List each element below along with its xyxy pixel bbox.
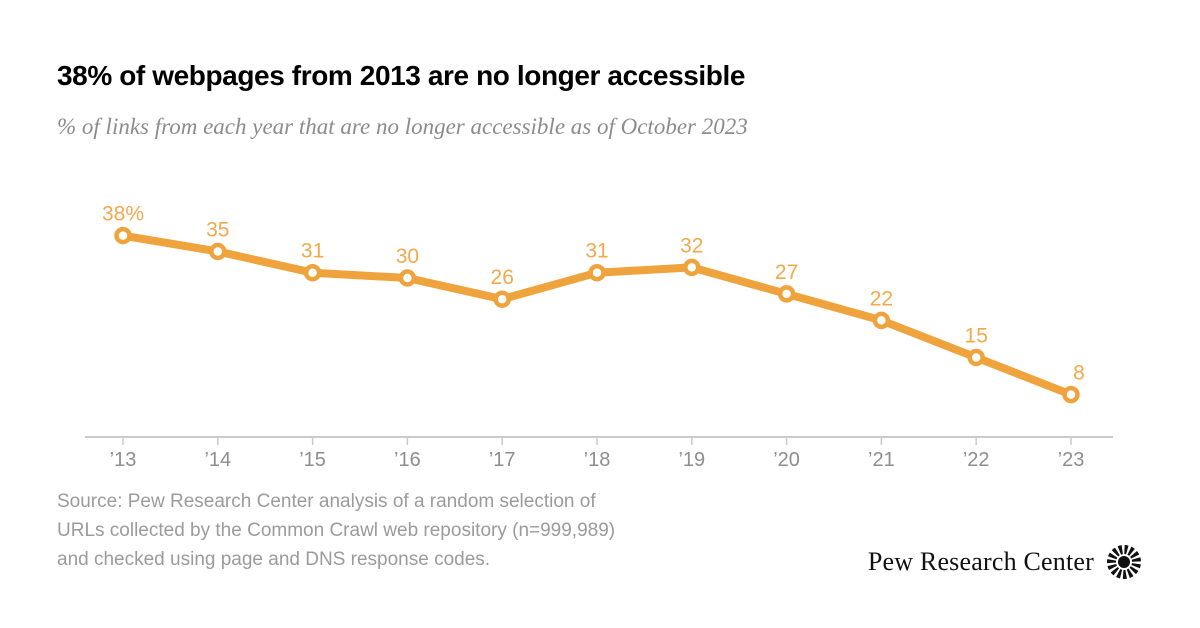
data-point-label: 26 — [491, 266, 514, 289]
data-point-label: 38% — [102, 203, 144, 226]
x-tick-label: ’18 — [584, 449, 611, 471]
x-tick-label: ’21 — [868, 449, 895, 471]
pew-logo-text: Pew Research Center — [867, 547, 1094, 576]
data-point — [114, 226, 132, 245]
data-point — [493, 290, 511, 308]
data-point-label: 30 — [396, 245, 419, 268]
x-tick-label: ’15 — [299, 449, 326, 471]
data-point-label: 15 — [965, 325, 988, 348]
chart-subtitle: % of links from each year that are no lo… — [57, 114, 748, 139]
data-point-label: 31 — [585, 240, 608, 263]
data-point — [303, 263, 322, 282]
data-point — [588, 263, 606, 282]
data-point — [209, 242, 227, 261]
data-point-label: 31 — [301, 240, 324, 263]
data-point-label: 22 — [870, 287, 893, 310]
line-chart: ’13 ’14 ’15 ’16 ’17 ’18 ’19 ’20 ’21 ’22 ’23 38% 35 31… — [85, 203, 1113, 471]
source-line: and checked using page and DNS response … — [57, 549, 491, 570]
data-point-label: 27 — [775, 261, 798, 284]
x-tick-label: ’17 — [489, 449, 516, 471]
data-point-label: 32 — [680, 234, 703, 257]
x-tick-label: ’16 — [394, 449, 421, 471]
data-point — [683, 258, 701, 277]
x-tick-label: ’13 — [110, 449, 137, 471]
data-point-label: 35 — [206, 219, 229, 242]
x-tick-label: ’14 — [204, 449, 231, 471]
x-tick-label: ’22 — [963, 449, 990, 471]
source-note: Source: Pew Research Center analysis of … — [57, 487, 615, 574]
data-point — [967, 348, 985, 367]
pew-logo: Pew Research Center — [868, 542, 1144, 582]
data-point — [1062, 385, 1080, 404]
data-point-label: 8 — [1073, 362, 1085, 385]
data-point — [777, 285, 796, 303]
pew-sunburst-icon — [1107, 545, 1141, 579]
x-tick-label: ’23 — [1058, 449, 1085, 471]
data-point — [398, 269, 417, 287]
source-line: URLs collected by the Common Crawl web r… — [57, 520, 616, 541]
source-line: Source: Pew Research Center analysis of … — [57, 491, 596, 512]
chart-title: 38% of webpages from 2013 are no longer … — [57, 60, 746, 91]
x-tick-label: ’20 — [773, 449, 800, 471]
data-point — [872, 311, 891, 330]
x-tick-label: ’19 — [678, 449, 705, 471]
